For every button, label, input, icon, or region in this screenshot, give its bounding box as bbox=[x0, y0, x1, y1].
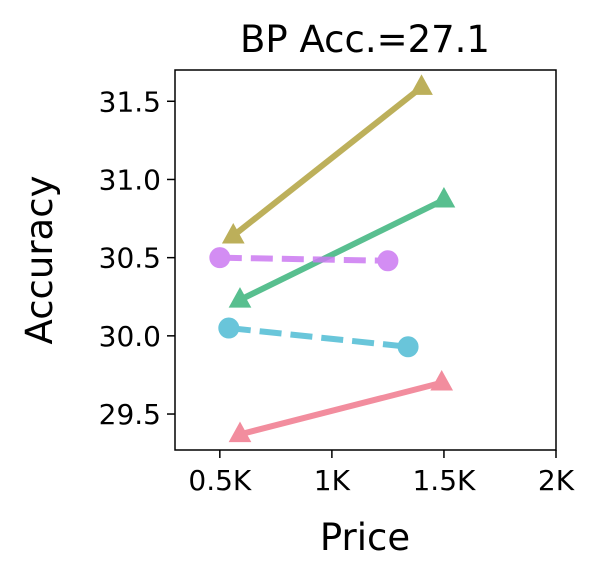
data-point bbox=[377, 250, 399, 272]
y-tick-label: 29.5 bbox=[99, 398, 161, 431]
data-point bbox=[410, 74, 433, 95]
x-tick-label: 0.5K bbox=[188, 464, 252, 497]
y-axis-ticks: 29.5 30.0 30.5 31.0 31.5 bbox=[99, 85, 175, 431]
y-tick-label: 30.0 bbox=[99, 320, 161, 353]
data-point bbox=[430, 369, 454, 391]
series-layer bbox=[209, 74, 456, 443]
data-point bbox=[218, 317, 240, 339]
series-1 bbox=[228, 369, 454, 443]
series-5 bbox=[221, 74, 433, 244]
x-tick-label: 1.5K bbox=[412, 464, 476, 497]
series-line bbox=[228, 325, 409, 350]
series-line bbox=[239, 379, 443, 438]
plot-frame bbox=[174, 69, 557, 451]
data-point bbox=[209, 247, 231, 269]
data-point bbox=[221, 222, 245, 244]
x-tick-label: 2K bbox=[538, 464, 575, 497]
data-point bbox=[228, 287, 252, 308]
series-2 bbox=[218, 317, 419, 358]
data-point bbox=[228, 421, 252, 443]
chart-title: BP Acc.=27.1 bbox=[240, 18, 490, 61]
series-4 bbox=[209, 247, 399, 272]
y-tick-label: 31.5 bbox=[99, 85, 161, 118]
data-point bbox=[432, 186, 456, 208]
x-axis-ticks: 0.5K 1K 1.5K 2K bbox=[188, 450, 575, 497]
y-tick-label: 30.5 bbox=[99, 242, 161, 275]
series-line bbox=[231, 84, 424, 239]
data-point bbox=[397, 336, 419, 358]
y-axis-label: Accuracy bbox=[18, 176, 61, 345]
x-tick-label: 1K bbox=[314, 464, 351, 497]
y-tick-label: 31.0 bbox=[99, 163, 161, 196]
series-line bbox=[238, 197, 446, 303]
series-line bbox=[219, 254, 388, 264]
series-3 bbox=[228, 186, 456, 308]
x-axis-label: Price bbox=[320, 516, 410, 559]
